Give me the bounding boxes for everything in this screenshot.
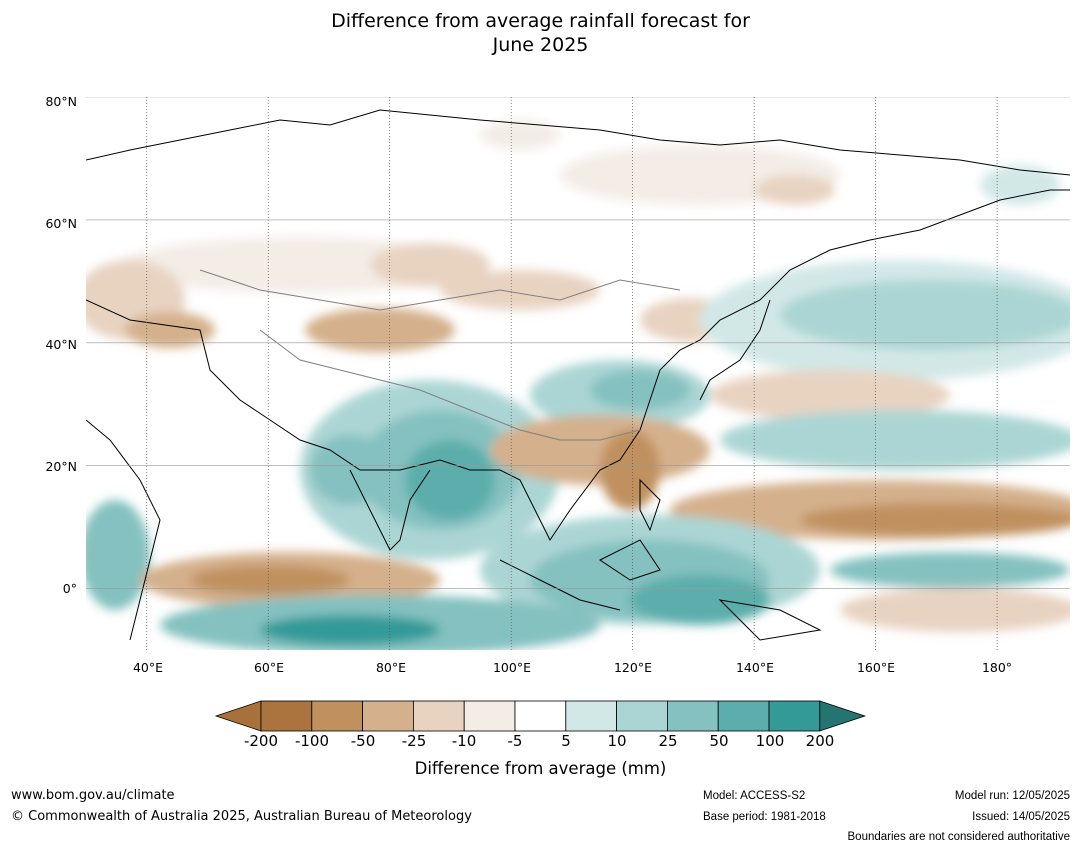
arctic-coast [86, 109, 1070, 176]
anomaly-wet-bay-of-bengal [405, 440, 495, 520]
colorbar-swatch [717, 700, 770, 732]
asia-south-east-coast [86, 189, 1070, 541]
lat-label-80n: 80°N [45, 94, 77, 109]
colorbar-tick: 25 [658, 732, 678, 750]
map-title-line1: Difference from average rainfall forecas… [331, 10, 750, 32]
borneo-coast [599, 539, 661, 581]
anomaly-wet-north-pacific-core [780, 280, 1070, 350]
colorbar-swatch [514, 700, 567, 732]
footer-base-period: Base period: 1981-2018 [703, 811, 826, 823]
colorbar-tick: 50 [709, 732, 729, 750]
anomaly-wet-equatorial-pacific [830, 552, 1070, 588]
lon-label-100e: 100°E [492, 660, 531, 675]
anomaly-wet-east-africa [86, 500, 150, 610]
anomaly-dry-south-china [490, 415, 710, 485]
map-title: Difference from average rainfall forecas… [0, 9, 1081, 57]
colorbar-tick: -200 [243, 732, 279, 750]
anomaly-dry-siberia-core [755, 175, 835, 205]
map-title-line2: June 2025 [492, 34, 589, 56]
anomaly-wet-banda-sea [630, 575, 770, 625]
anomaly-dry-taiwan-luzon [600, 430, 660, 510]
border-central-asia [199, 269, 681, 311]
colorbar-tick: -25 [401, 732, 427, 750]
lon-label-80e: 80°E [375, 660, 407, 675]
colorbar-tick: 100 [755, 732, 785, 750]
graticule [86, 97, 1070, 650]
india-coast [349, 469, 431, 551]
lon-label-40e: 40°E [132, 660, 164, 675]
country-borders [199, 269, 681, 441]
colorbar-swatch [260, 700, 313, 732]
colorbar-tick: 10 [607, 732, 627, 750]
anomaly-dry-tarim [305, 308, 455, 352]
new-guinea-coast [718, 599, 822, 641]
lon-label-160e: 160°E [856, 660, 895, 675]
footer-disclaimer: Boundaries are not considered authoritat… [847, 831, 1070, 843]
anomaly-dry-equatorial-indian-ocean-core [190, 565, 350, 595]
colorbar-swatches [214, 700, 867, 732]
lat-label-20n: 20°N [45, 459, 77, 474]
colorbar-tick: -5 [507, 732, 523, 750]
anomaly-dry-south-pacific [840, 588, 1070, 632]
anomaly-dry-tropical-pacific-core [800, 503, 1070, 537]
japan-coast [699, 299, 771, 401]
anomaly-dry-caspian [125, 312, 215, 348]
footer-issued: Issued: 14/05/2025 [972, 811, 1070, 823]
footer-copyright: © Commonwealth of Australia 2025, Austra… [11, 809, 472, 824]
lat-label-equator: 0° [62, 581, 77, 596]
footer-model: Model: ACCESS-S2 [703, 790, 806, 802]
footer-website[interactable]: www.bom.gov.au/climate [11, 788, 175, 803]
sumatra-java-coast [499, 559, 621, 611]
colorbar-swatch [616, 700, 668, 732]
colorbar-tick: -100 [294, 732, 330, 750]
border-china-south [519, 429, 641, 441]
lon-label-180: 180° [981, 660, 1013, 675]
colorbar-swatch [463, 700, 516, 732]
colorbar-extend-low [214, 700, 262, 732]
coastlines [86, 109, 1070, 641]
anomaly-wet-east-china-core [590, 370, 690, 410]
lat-label-60n: 60°N [45, 216, 77, 231]
philippines-coast [639, 478, 661, 532]
colorbar-tick: -50 [350, 732, 376, 750]
anomaly-wet-bering [980, 165, 1060, 205]
colorbar-tick: 200 [805, 732, 835, 750]
anomaly-dry-subtropical-pacific [710, 370, 950, 420]
colorbar-extend-high [819, 700, 867, 732]
colorbar [214, 700, 867, 732]
colorbar-swatch [565, 700, 617, 732]
anomaly-wet-subtropical-pacific [720, 410, 1070, 470]
lat-label-40n: 40°N [45, 337, 77, 352]
colorbar-swatch [362, 700, 414, 732]
colorbar-swatch [412, 700, 465, 732]
africa-east-coast [86, 419, 161, 641]
colorbar-label: Difference from average (mm) [414, 759, 667, 778]
colorbar-swatch [311, 700, 363, 732]
colorbar-swatch [768, 700, 821, 732]
anomaly-dry-mongolia [440, 270, 600, 310]
anomaly-wet-south-indian-ocean-core [260, 615, 440, 645]
lon-label-120e: 120°E [613, 660, 652, 675]
border-south-asia [259, 329, 521, 431]
colorbar-tick: -10 [451, 732, 477, 750]
map-plot-area [86, 97, 1070, 650]
colorbar-swatch [667, 700, 719, 732]
footer-model-run: Model run: 12/05/2025 [954, 790, 1070, 802]
anomaly-dry-arctic-1 [480, 120, 560, 150]
colorbar-tick: 5 [561, 732, 571, 750]
anomaly-dry-central-asia-core [370, 243, 490, 287]
lon-label-140e: 140°E [735, 660, 774, 675]
lon-label-60e: 60°E [253, 660, 285, 675]
